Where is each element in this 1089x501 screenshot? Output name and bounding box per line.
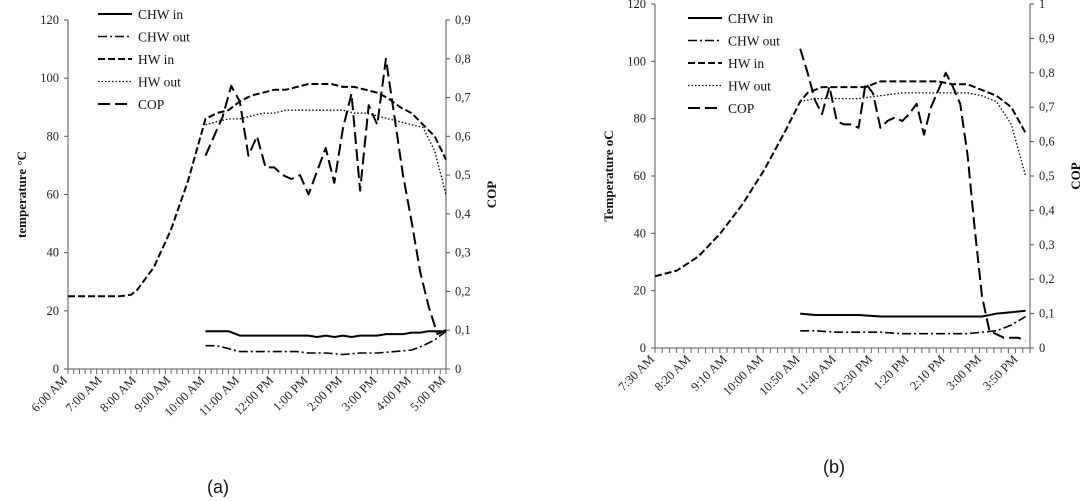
right-y-tick-label: 0,3	[455, 246, 471, 260]
x-tick-label: 3:50 PM	[980, 352, 1021, 393]
x-tick-label: 2:10 PM	[907, 352, 948, 393]
chart-panel-a: 0 20 40 60 80 100 120 0 0,1 0,2 0,3 0,4 0,5 0,6 0,7 0,8…	[14, 7, 499, 497]
left-y-tick-label: 120	[627, 0, 646, 11]
x-tick-label: 6:00 AM	[29, 373, 71, 415]
panel-caption: (b)	[823, 457, 845, 477]
x-tick-label: 3:00 PM	[339, 373, 380, 414]
left-axis-title: temperature °C	[14, 151, 29, 238]
series-line-chw-in	[205, 330, 446, 338]
right-y-tick-label: 0,7	[455, 91, 471, 105]
right-y-tick-label: 0,2	[455, 284, 471, 298]
legend-label: HW out	[138, 75, 181, 90]
legend-label: CHW in	[728, 11, 773, 26]
left-y-tick-label: 60	[47, 188, 60, 202]
x-tick-label: 1:00 PM	[270, 373, 311, 414]
right-y-tick-label: 0,5	[455, 168, 471, 182]
right-y-tick-label: 0,9	[1039, 31, 1055, 45]
right-y-tick-label: 0,2	[1039, 272, 1055, 286]
right-y-tick-label: 0,9	[455, 13, 471, 27]
left-y-tick-label: 0	[53, 362, 59, 376]
left-y-tick-label: 100	[627, 54, 646, 68]
right-y-tick-label: 0,6	[1039, 135, 1055, 149]
x-tick-label: 8:20 AM	[652, 352, 694, 394]
legend-label: CHW in	[138, 7, 183, 22]
right-y-tick-label: 0,4	[455, 207, 471, 221]
left-y-tick-label: 20	[634, 284, 647, 298]
x-tick-label: 11:40 AM	[793, 352, 839, 398]
series-line-chw-out	[205, 330, 447, 356]
legend-label: HW in	[138, 52, 174, 67]
left-y-tick-label: 120	[40, 13, 59, 27]
series-line-hw-out	[800, 92, 1027, 177]
x-tick-label: 8:00 AM	[97, 373, 139, 415]
right-y-tick-label: 0,5	[1039, 169, 1055, 183]
right-y-tick-label: 0	[1039, 341, 1045, 355]
legend: CHW in CHW out HW in HW out COP	[688, 11, 780, 116]
right-y-tick-label: 0,7	[1039, 100, 1055, 114]
x-tick-label: 7:00 AM	[63, 373, 105, 415]
right-y-tick-label: 0,1	[455, 323, 471, 337]
legend: CHW in CHW out HW in HW out COP	[98, 7, 190, 112]
left-y-tick-label: 20	[47, 304, 60, 318]
x-tick-label: 7:30 AM	[616, 352, 658, 394]
right-axis-title: COP	[1068, 162, 1083, 190]
x-tick-label: 2:00 PM	[304, 373, 345, 414]
right-y-tick-label: 0,3	[1039, 238, 1055, 252]
right-axis-title: COP	[484, 181, 499, 209]
left-y-tick-label: 80	[634, 112, 647, 126]
series-line-hw-in	[654, 80, 1027, 278]
left-y-tick-label: 100	[40, 71, 59, 85]
right-y-tick-label: 0	[455, 362, 461, 376]
x-tick-label: 12:30 PM	[830, 352, 875, 397]
right-y-tick-label: 0,4	[1039, 203, 1055, 217]
left-axis-title: Temperature oC	[601, 130, 616, 221]
panel-caption: (a)	[207, 477, 229, 497]
series-line-hw-out	[205, 109, 447, 195]
left-y-tick-label: 40	[47, 246, 60, 260]
right-y-tick-label: 0,8	[455, 52, 471, 66]
right-y-tick-label: 0,6	[455, 129, 471, 143]
series-line-chw-in	[800, 309, 1026, 318]
series-line-cop	[799, 48, 1027, 343]
legend-label: CHW out	[138, 30, 190, 45]
left-y-tick-label: 40	[634, 226, 647, 240]
left-y-tick-label: 80	[47, 129, 60, 143]
right-y-tick-label: 0,8	[1039, 66, 1055, 80]
right-y-tick-label: 0,1	[1039, 307, 1055, 321]
chart-panel-b: 0 20 40 60 80 100 120 0 0,1 0,2 0,3 0,4 0,5 0,6 0,7 0,8…	[601, 0, 1083, 477]
legend-label: HW in	[728, 56, 764, 71]
x-tick-label: 4:00 PM	[373, 373, 414, 414]
right-y-tick-label: 1	[1039, 0, 1045, 11]
legend-label: CHW out	[728, 34, 780, 49]
series-line-hw-in	[68, 83, 447, 298]
x-tick-label: 3:00 PM	[944, 352, 985, 393]
x-tick-label: 5:00 PM	[408, 373, 449, 414]
legend-label: COP	[138, 97, 164, 112]
left-y-tick-label: 0	[640, 341, 646, 355]
legend-label: HW out	[728, 79, 771, 94]
series-line-cop	[204, 57, 447, 336]
x-tick-label: 1:20 PM	[871, 352, 912, 393]
left-y-tick-label: 60	[634, 169, 647, 183]
series-line-chw-out	[800, 315, 1027, 335]
legend-label: COP	[728, 101, 754, 116]
